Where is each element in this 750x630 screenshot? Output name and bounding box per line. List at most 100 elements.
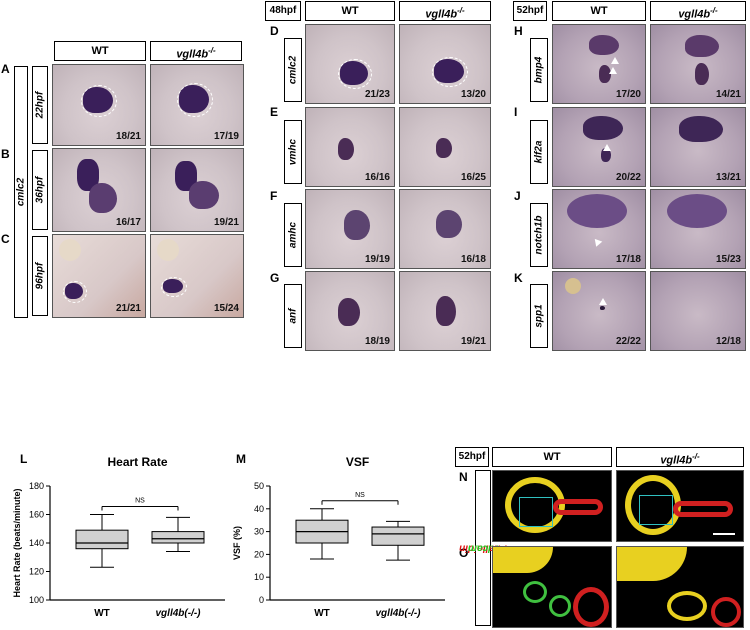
arrowhead-icon (591, 236, 603, 247)
confocal-stage-header: 52hpf (455, 447, 489, 467)
image-j-wt: 17/18 (552, 189, 646, 269)
gene-label-anf: anf (284, 284, 302, 348)
image-a-wt: 18/21 (52, 64, 146, 146)
right-header-mut: vgll4b-/- (650, 1, 746, 21)
y-tick-label: 100 (29, 595, 44, 605)
y-tick-label: 40 (254, 504, 264, 514)
panel-letter-h: H (514, 24, 523, 38)
left-gene-label: cmlc2 (14, 66, 28, 318)
gene-label-spp1: spp1 (530, 284, 548, 348)
count-f-mut: 16/18 (460, 254, 486, 265)
gene-label-vmhc: vmhc (284, 120, 302, 184)
panel-letter-n: N (459, 470, 468, 484)
image-a-mut: 17/19 (150, 64, 244, 146)
stage-label-36hpf: 36hpf (32, 150, 48, 230)
image-k-wt: 22/22 (552, 271, 646, 351)
panel-letter-i: I (514, 105, 518, 119)
panel-letter-g: G (270, 271, 280, 285)
y-tick-label: 50 (254, 481, 264, 491)
y-tick-label: 140 (29, 538, 44, 548)
gene-label-notch1b: notch1b (530, 203, 548, 267)
y-tick-label: 160 (29, 510, 44, 520)
y-tick-label: 20 (254, 549, 264, 559)
panel-letter-l: L (20, 452, 28, 466)
x-category-label: WT (314, 608, 330, 619)
image-k-mut: 12/18 (650, 271, 746, 351)
panel-letter-c: C (1, 232, 10, 246)
image-d-wt: 21/23 (305, 24, 395, 104)
count-e-wt: 16/16 (364, 172, 390, 183)
count-d-mut: 13/20 (460, 89, 486, 100)
count-j-wt: 17/18 (615, 254, 641, 265)
gene-label-klf2a: klf2a (530, 120, 548, 184)
y-axis-label: VSF (%) (232, 526, 242, 560)
x-category-label: vgll4b(-/-) (376, 608, 422, 619)
gene-label-cmlc2: cmlc2 (284, 38, 302, 102)
x-category-label: vgll4b(-/-) (156, 608, 202, 619)
panel-letter-m: M (236, 452, 246, 466)
count-j-mut: 15/23 (715, 254, 741, 265)
panel-letter-d: D (270, 24, 279, 38)
mid-stage-header: 48hpf (265, 1, 301, 21)
count-f-wt: 19/19 (364, 254, 390, 265)
confocal-n-wt (492, 470, 612, 542)
y-tick-label: 30 (254, 527, 264, 537)
confocal-n-mut (616, 470, 744, 542)
confocal-o-mut (616, 546, 744, 628)
significance-label: NS (355, 492, 365, 499)
image-i-wt: 20/22 (552, 107, 646, 187)
arrowhead-icon (603, 144, 611, 151)
image-i-mut: 13/21 (650, 107, 746, 187)
arrowhead-icon (599, 298, 607, 305)
left-header-mut: vgll4b-/- (150, 41, 242, 61)
confocal-header-wt: WT (492, 447, 612, 467)
image-g-mut: 19/21 (399, 271, 491, 351)
image-g-wt: 18/19 (305, 271, 395, 351)
vsf-chart: VSF 0 10 20 30 40 50 VSF (%) WT vgll4b(-/-) NS (232, 455, 445, 619)
y-tick-label: 180 (29, 481, 44, 491)
heart-rate-chart: Heart Rate 100 120 140 160 180 Heart Rate (bea… (12, 455, 225, 619)
mid-header-wt: WT (305, 1, 395, 21)
stain-label: Phalloidin Alcam (459, 470, 507, 626)
panel-letter-a: A (1, 62, 10, 76)
gene-label-amhc: amhc (284, 203, 302, 267)
image-c-wt: 21/21 (52, 234, 146, 318)
count-c-wt: 21/21 (115, 303, 141, 314)
panel-letter-b: B (1, 147, 10, 161)
image-h-mut: 14/21 (650, 24, 746, 104)
right-header-wt: WT (552, 1, 646, 21)
count-g-wt: 18/19 (364, 336, 390, 347)
confocal-o-wt (492, 546, 612, 628)
y-tick-label: 0 (259, 595, 264, 605)
arrowhead-icon (609, 67, 617, 74)
box (371, 526, 425, 546)
gene-label-bmp4: bmp4 (530, 38, 548, 102)
panel-letter-f: F (270, 189, 278, 203)
count-i-wt: 20/22 (615, 172, 641, 183)
count-h-mut: 14/21 (715, 89, 741, 100)
image-f-mut: 16/18 (399, 189, 491, 269)
image-c-mut: 15/24 (150, 234, 244, 318)
chart-title: VSF (346, 455, 369, 469)
panel-letter-o: O (459, 546, 469, 560)
mid-header-mut: vgll4b-/- (399, 1, 491, 21)
image-e-mut: 16/25 (399, 107, 491, 187)
x-category-label: WT (94, 608, 110, 619)
significance-label: NS (135, 498, 145, 505)
y-tick-label: 10 (254, 572, 264, 582)
count-h-wt: 17/20 (615, 89, 641, 100)
y-tick-label: 120 (29, 567, 44, 577)
arrowhead-icon (611, 57, 619, 64)
y-axis-label: Heart Rate (beats/minute) (12, 488, 22, 597)
right-stage-header: 52hpf (513, 1, 547, 21)
image-b-wt: 16/17 (52, 148, 146, 232)
count-a-wt: 18/21 (115, 131, 141, 142)
left-header-wt: WT (54, 41, 146, 61)
panel-letter-k: K (514, 271, 523, 285)
box (75, 529, 129, 550)
stage-label-96hpf: 96hpf (32, 236, 48, 316)
count-b-mut: 19/21 (213, 217, 239, 228)
panel-letter-j: J (514, 189, 521, 203)
chart-title: Heart Rate (107, 455, 167, 469)
image-j-mut: 15/23 (650, 189, 746, 269)
